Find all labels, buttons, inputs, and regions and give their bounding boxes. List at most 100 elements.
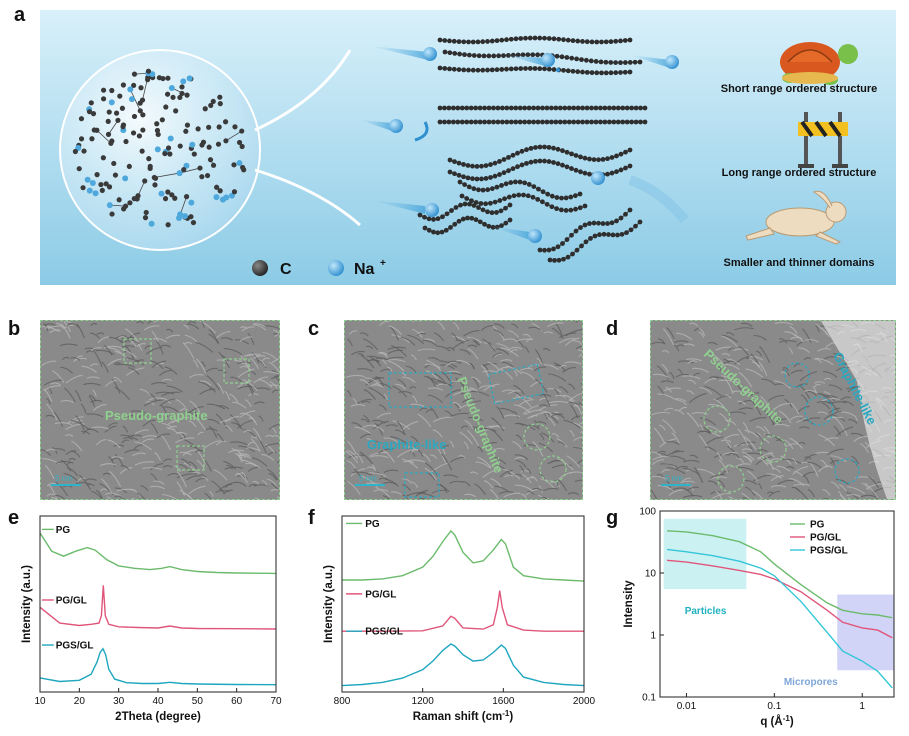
carbon-atom [456,172,462,178]
carbon-atom [513,36,519,42]
carbon-atom [494,67,500,73]
carbon-atom [86,109,93,115]
carbon-atom [524,160,529,166]
carbon-atom [105,118,111,124]
carbon-atom [231,189,238,195]
carbon-atom [517,179,523,185]
carbon-atom [470,176,475,182]
carbon-atom [138,85,144,91]
carbon-atom [527,35,533,41]
sodium-atom [122,175,129,182]
sodium-ions [360,46,689,243]
tem-image-b: Pseudo-graphite 5 nm [40,320,280,500]
carbon-atom [504,37,509,43]
carbon-atom [549,119,554,125]
carbon-atom [622,38,628,43]
carbon-atom [536,186,541,192]
carbon-atom [98,181,104,188]
carbon-atom [137,100,143,106]
carbon-atom [546,36,552,41]
sodium-atom [181,213,188,220]
carbon-atom [476,53,482,59]
carbon-atom [473,105,479,111]
sodium-atom [108,99,115,106]
carbon-atom [606,232,611,237]
carbon-atom [580,119,586,125]
roi-circle [759,435,787,463]
carbon-atom [506,168,511,174]
carbon-atom [485,187,491,193]
carbon-atom [629,119,635,125]
carbon-atom [526,182,532,187]
carbon-atom [473,200,479,205]
sodium-atom [180,78,187,85]
carbon-atom [119,105,126,111]
series-line-pg [342,529,585,582]
carbon-atom [575,38,581,44]
carbon-atom [210,162,217,168]
carbon-atom [169,192,175,198]
carbon-atom [508,119,514,125]
carbon-atom [462,201,468,207]
x-axis-label: Raman shift (cm-1) [413,709,514,723]
carbon-atom [521,192,526,198]
tem-overlay-c: Graphite-like Pseudo-graphite 5 nm [355,363,567,498]
sodium-atom [228,192,235,199]
carbon-atom [601,231,607,237]
carbon-atom [504,66,509,72]
carbon-atom [458,202,463,208]
carbon-atom [480,207,486,213]
carbon-atom [580,69,585,75]
series-line-pg-gl [666,559,893,639]
carbon-atom [446,105,452,111]
carbon-atom [566,119,572,125]
carbon-atom [598,59,604,65]
carbon-atom [126,163,132,170]
carbon-atom [486,105,492,111]
carbon-atom [606,105,612,111]
carbon-atom [160,75,166,82]
carbon-atom [523,66,528,71]
carbon-atom [549,193,555,199]
carbon-atom [431,217,436,222]
series-label: PGS/GL [365,627,403,638]
carbon-atom [477,105,483,111]
carbon-atom [594,70,600,76]
schematic-graphic: C Na + Short range [40,10,896,285]
carbon-atom [478,201,484,206]
carbon-atom [560,162,565,168]
carbon-atom [589,39,595,45]
carbon-atom [100,96,107,102]
carbon-atom [508,36,514,42]
carbon-atom [542,35,547,41]
carbon-atom [482,119,487,125]
carbon-atom [517,105,523,111]
panel-letter-a: a [14,4,26,26]
carbon-atom [492,160,498,166]
carbon-atom [491,119,496,125]
carbon-atom [197,165,203,171]
tem-image-d: Pseudo-graphite Graphite-like 5 nm [650,320,896,500]
carbon-atom [131,71,138,77]
shaded-region [837,594,894,671]
carbon-atom [170,94,176,100]
carbon-atom [551,160,556,165]
carbon-atom [598,119,603,125]
carbon-atom [533,158,538,164]
carbon-atom [615,105,621,111]
scale-label: 5 nm [359,474,377,483]
zoom-line-bottom [254,168,361,227]
carbon-atom [559,54,565,60]
carbon-atom [134,196,140,202]
long-range-label: Long range ordered structure [722,167,877,179]
xrd-chart: 10 20 30 40 50 60 70 2Theta (degree) Intensity (… [21,515,282,723]
carbon-atom [577,205,583,211]
carbon-atom [511,193,517,199]
carbon-legend-icon [252,260,268,276]
carbon-atom [470,163,475,169]
carbon-atom [188,214,194,220]
carbon-atom [162,150,168,157]
carbon-atom [524,147,529,153]
carbon-atom [596,220,601,226]
carbon-atom [497,198,503,203]
